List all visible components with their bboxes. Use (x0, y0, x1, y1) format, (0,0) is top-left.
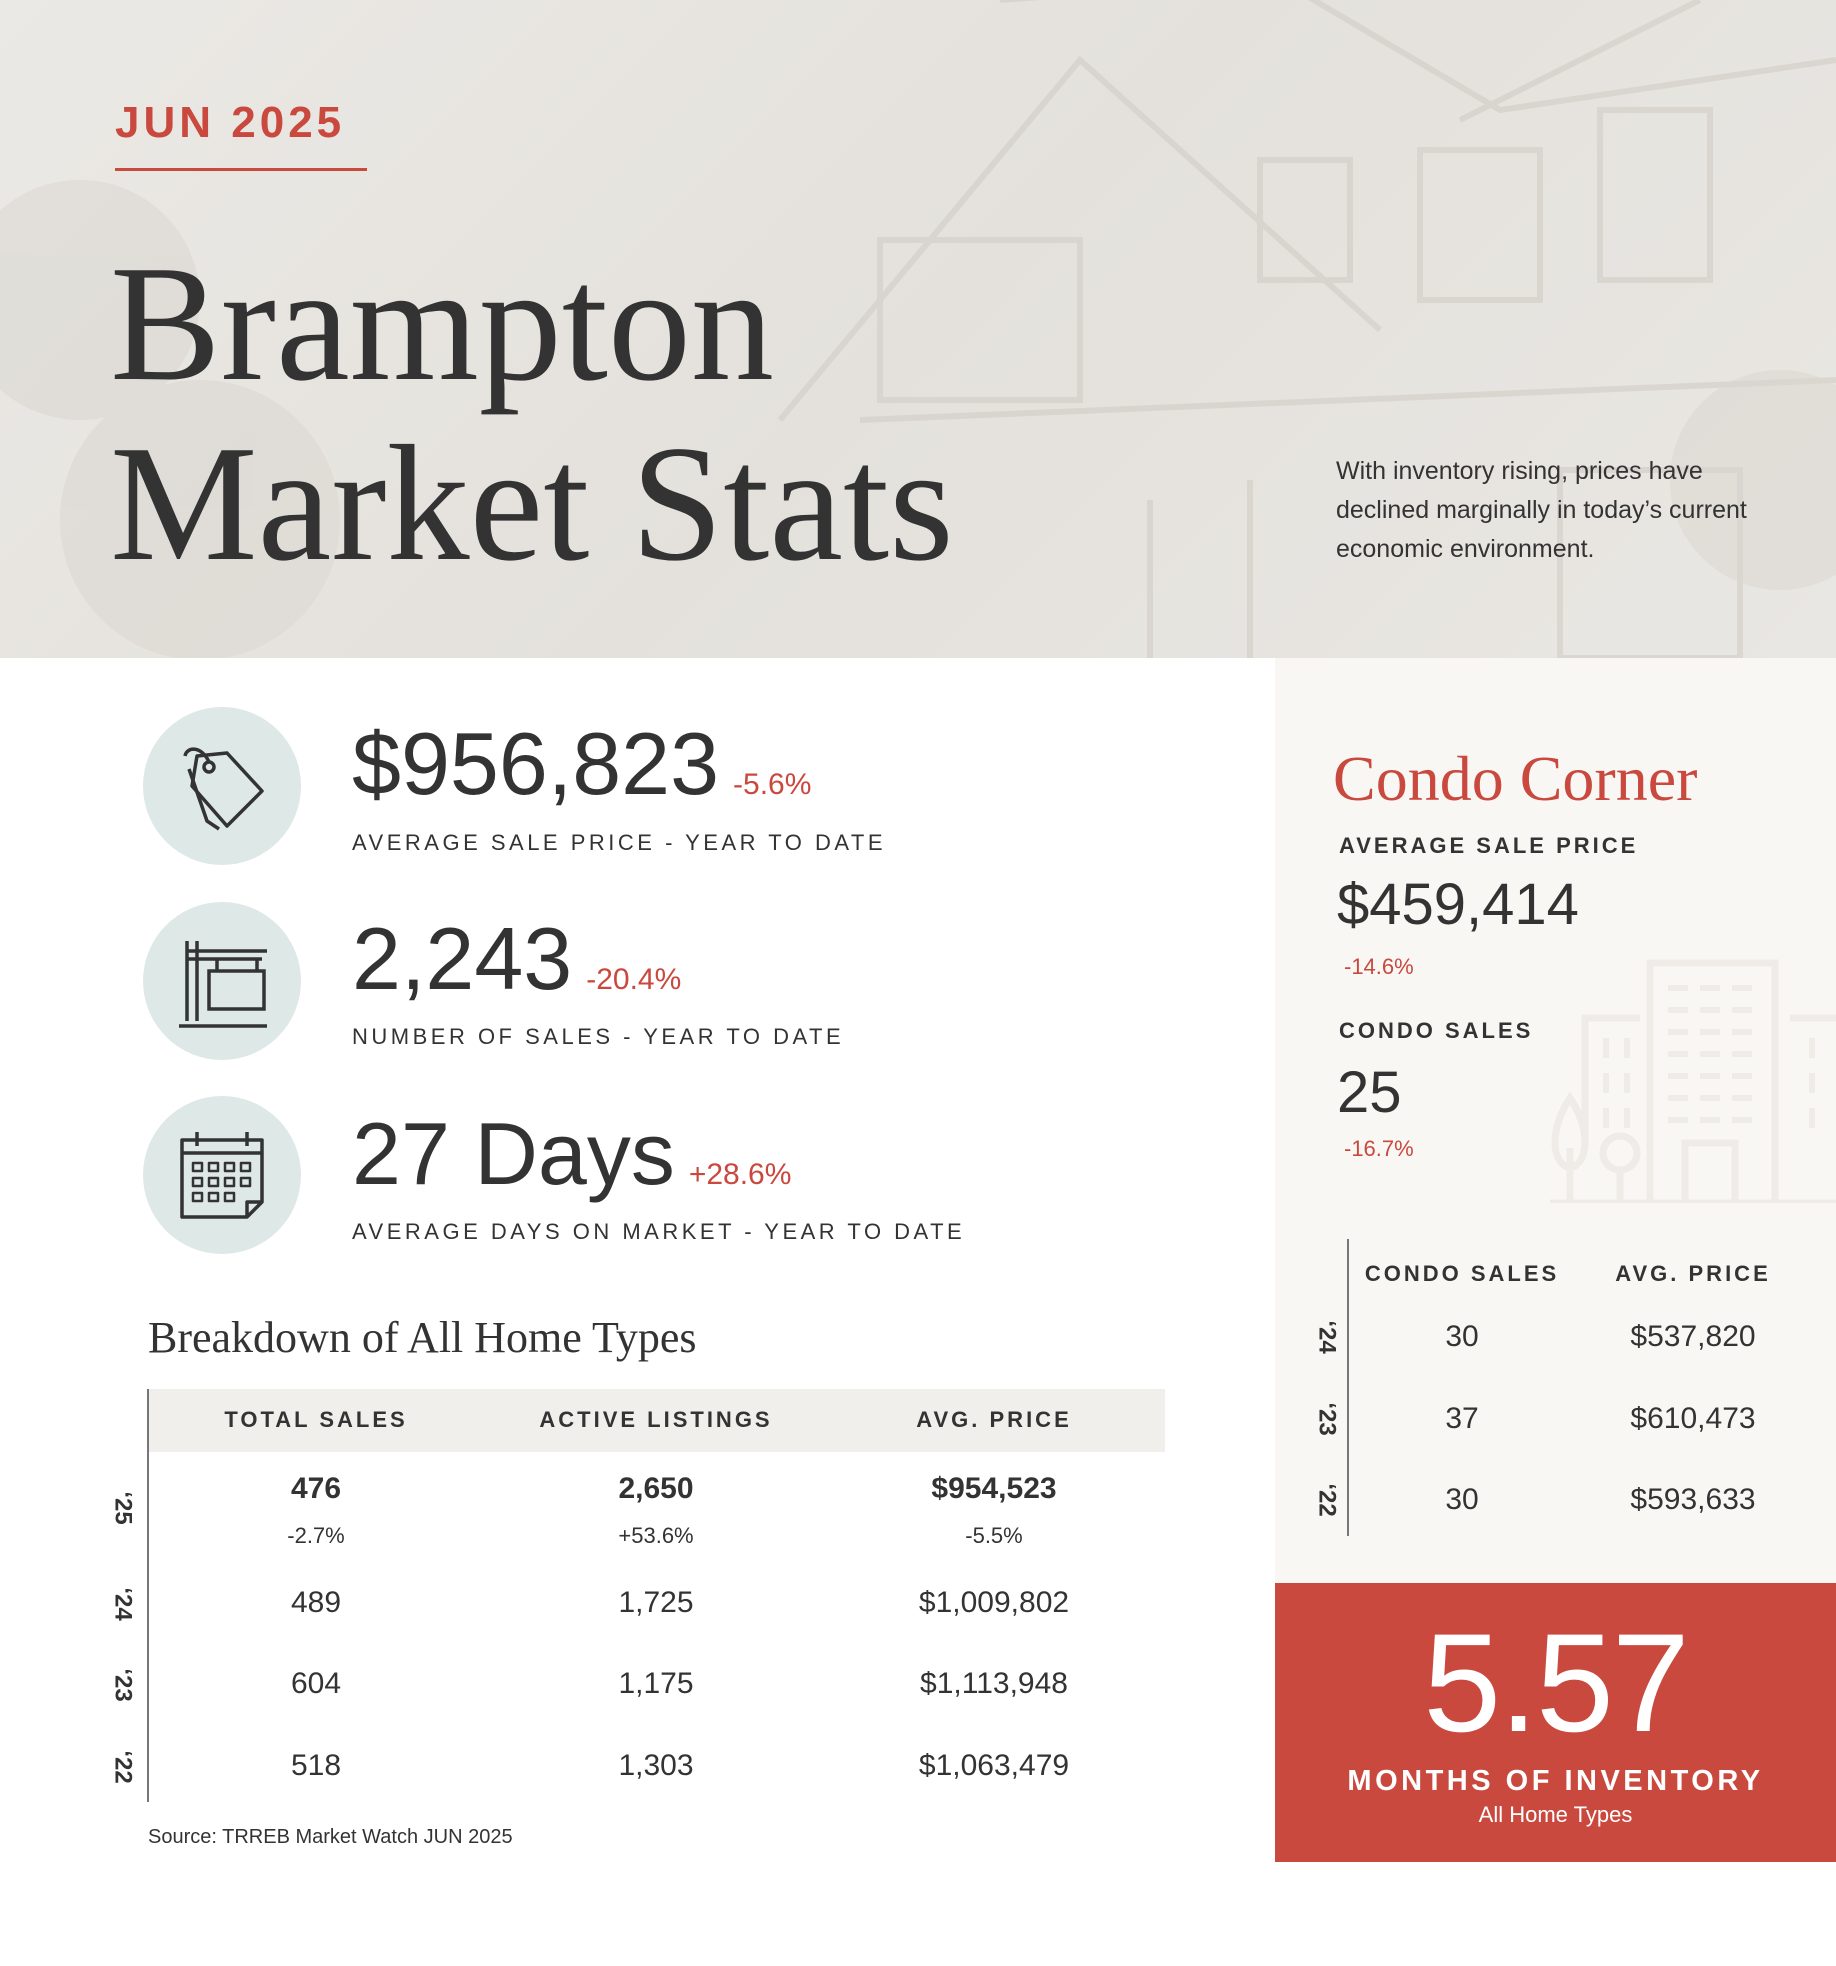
condo-cell: 30 (1445, 1320, 1479, 1353)
condo-avg-price-value: $459,414 (1337, 872, 1579, 937)
table-divider (147, 1389, 149, 1802)
condo-table-divider (1347, 1239, 1349, 1536)
table-change: -2.7% (287, 1523, 345, 1548)
table-cell: 476 (290, 1472, 342, 1505)
row-year: ‘25 (109, 1491, 137, 1525)
condo-cell: $610,473 (1630, 1402, 1756, 1435)
house-background-image (0, 0, 1836, 658)
condo-cell: $537,820 (1630, 1320, 1756, 1353)
condo-corner-panel (1275, 658, 1836, 1583)
table-cell: $1,113,948 (920, 1667, 1068, 1700)
condo-corner-title: Condo Corner (1333, 743, 1698, 814)
page-title-line2: Market Stats (110, 411, 954, 595)
breakdown-title: Breakdown of All Home Types (148, 1313, 697, 1362)
table-cell: 1,175 (618, 1667, 694, 1700)
condo-sales-change: -16.7% (1344, 1136, 1414, 1161)
condo-sales-value: 25 (1337, 1060, 1402, 1125)
stat-value: $956,823 (352, 714, 720, 813)
condo-cell: 37 (1445, 1402, 1479, 1435)
stat-label: AVERAGE DAYS ON MARKET - YEAR TO DATE (352, 1219, 966, 1244)
table-cell: $1,063,479 (918, 1749, 1070, 1782)
stat-number-of-sales: 2,243 -20.4% (352, 915, 681, 1003)
column-header: ACTIVE LISTINGS (539, 1407, 773, 1432)
table-cell: 1,303 (618, 1749, 694, 1782)
condo-row-year: ‘24 (1313, 1320, 1341, 1354)
months-of-inventory-box: 5.57 MONTHS OF INVENTORY All Home Types (1275, 1583, 1836, 1862)
table-change: +53.6% (618, 1523, 694, 1548)
condo-cell: 30 (1445, 1483, 1479, 1516)
table-cell: 489 (290, 1586, 342, 1619)
hero-banner (0, 0, 1836, 658)
table-cell: 1,725 (618, 1586, 694, 1619)
condo-row-year: ‘22 (1313, 1483, 1341, 1517)
source-note: Source: TRREB Market Watch JUN 2025 (148, 1826, 513, 1848)
condo-avg-price-change: -14.6% (1344, 954, 1414, 979)
stat-average-sale-price: $956,823 -5.6% (352, 720, 811, 808)
price-tag-icon (143, 707, 301, 865)
column-header: TOTAL SALES (224, 1407, 408, 1432)
report-month: JUN 2025 (115, 98, 346, 147)
for-sale-sign-icon (143, 902, 301, 1060)
table-cell: $954,523 (931, 1472, 1057, 1505)
inventory-value: 5.57 (1423, 1604, 1689, 1761)
stat-label: AVERAGE SALE PRICE - YEAR TO DATE (352, 830, 887, 855)
stat-change: -5.6% (733, 768, 812, 801)
table-cell: 2,650 (618, 1472, 694, 1505)
intro-text: With inventory rising, prices have decli… (1336, 457, 1747, 563)
row-year: ‘24 (109, 1587, 137, 1621)
breakdown-table-header (148, 1389, 1165, 1452)
buildings-icon (1550, 959, 1836, 1203)
column-header: AVG. PRICE (916, 1407, 1072, 1432)
condo-row-year: ‘23 (1313, 1402, 1341, 1436)
condo-column-header: CONDO SALES (1364, 1261, 1560, 1286)
stat-value: 2,243 (352, 909, 573, 1008)
row-year: ‘23 (109, 1668, 137, 1702)
table-cell: $1,009,802 (918, 1586, 1070, 1619)
table-change: -5.5% (965, 1523, 1023, 1548)
stat-days-on-market: 27 Days +28.6% (352, 1110, 791, 1198)
inventory-sub-label: All Home Types (1478, 1802, 1633, 1827)
stat-value: 27 Days (352, 1104, 675, 1203)
stat-change: -20.4% (586, 963, 682, 996)
month-underline (115, 168, 367, 171)
page-title-line1: Brampton (110, 231, 774, 415)
stat-change: +28.6% (688, 1158, 792, 1191)
row-year: ‘22 (109, 1750, 137, 1784)
inventory-label: MONTHS OF INVENTORY (1347, 1765, 1764, 1797)
condo-cell: $593,633 (1630, 1483, 1756, 1516)
condo-avg-price-label: AVERAGE SALE PRICE (1339, 833, 1639, 858)
stat-label: NUMBER OF SALES - YEAR TO DATE (352, 1024, 845, 1049)
table-cell: 518 (290, 1749, 342, 1782)
table-cell: 604 (290, 1667, 342, 1700)
condo-sales-label: CONDO SALES (1339, 1018, 1534, 1043)
condo-column-header: AVG. PRICE (1615, 1261, 1771, 1286)
calendar-icon (143, 1096, 301, 1254)
